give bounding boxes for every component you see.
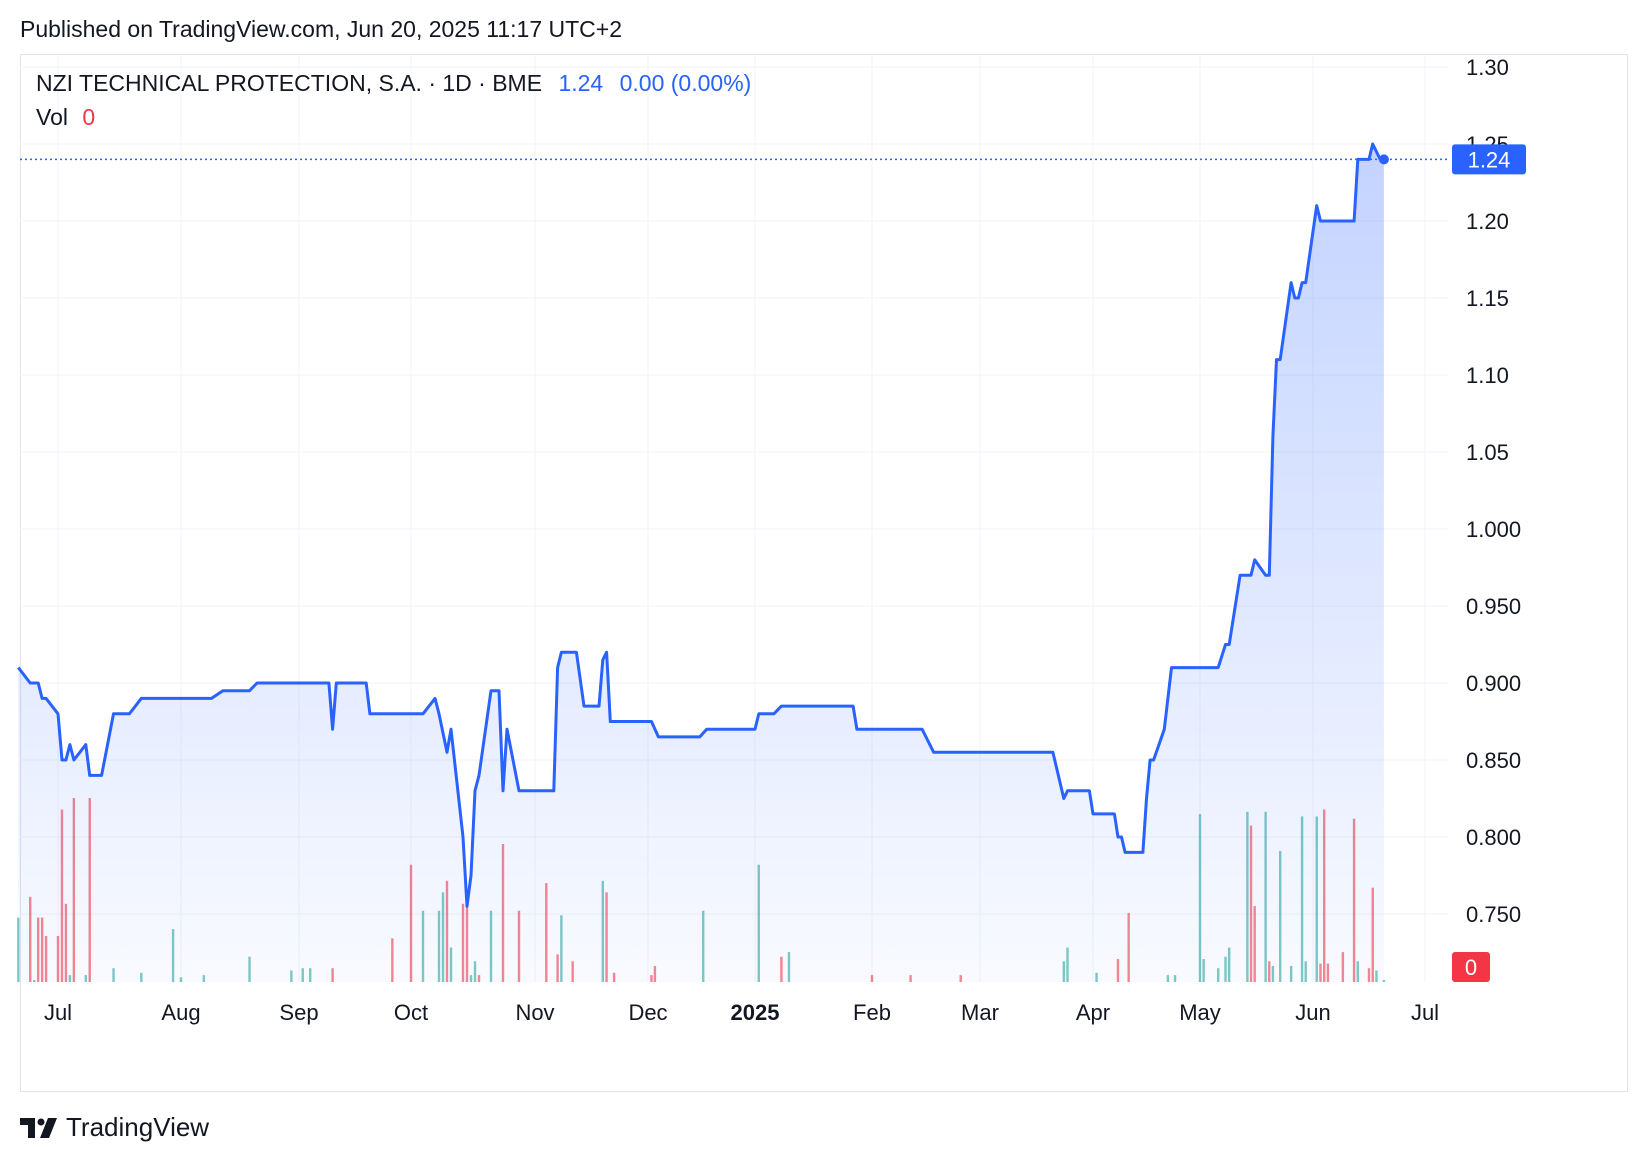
price-axis[interactable]: 1.301.251.201.151.101.051.0000.9500.9000… [1466, 55, 1521, 927]
price-area-fill [18, 144, 1384, 982]
y-tick-label: 1.15 [1466, 286, 1509, 311]
volume-label: Vol [36, 104, 68, 130]
last-volume-tag-label: 0 [1465, 955, 1477, 980]
y-tick-label: 0.900 [1466, 671, 1521, 696]
volume-value: 0 [82, 104, 96, 130]
y-tick-label: 0.750 [1466, 902, 1521, 927]
y-tick-label: 0.950 [1466, 594, 1521, 619]
x-tick-label: Aug [161, 1000, 200, 1025]
x-tick-label: Oct [394, 1000, 428, 1025]
last-price-tag-label: 1.24 [1468, 147, 1511, 172]
last-price-dot [1378, 154, 1389, 165]
tradingview-brand[interactable]: TradingView [20, 1112, 209, 1143]
x-tick-label: Dec [628, 1000, 667, 1025]
x-tick-label: Feb [853, 1000, 891, 1025]
y-tick-label: 1.20 [1466, 209, 1509, 234]
chart-frame [20, 54, 1628, 1092]
volume-bar [1382, 980, 1386, 982]
brand-name: TradingView [66, 1112, 210, 1142]
x-tick-label: 2025 [731, 1000, 780, 1025]
last-price: 1.24 [558, 70, 604, 96]
y-tick-label: 0.800 [1466, 825, 1521, 850]
published-caption: Published on TradingView.com, Jun 20, 20… [20, 16, 623, 42]
x-tick-label: Apr [1076, 1000, 1110, 1025]
price-line [17, 142, 1384, 908]
last-value-markers: 1.24 0 [20, 144, 1526, 982]
time-axis[interactable]: Jul Aug Sep Oct Nov Dec 2025 Feb Mar Apr May Jun Jul [44, 1000, 1439, 1025]
last-price-tag [1452, 144, 1526, 175]
symbol-legend: NZI TECHNICAL PROTECTION, S.A. · 1D · BM… [36, 70, 751, 97]
x-tick-label: May [1179, 1000, 1221, 1025]
price-change: 0.00 (0.00%) [619, 70, 752, 96]
price-area [18, 144, 1384, 982]
last-volume-tag [1452, 952, 1490, 982]
y-tick-label: 1.10 [1466, 363, 1509, 388]
tradingview-logo-icon [20, 1117, 57, 1138]
x-tick-label: Jul [44, 1000, 72, 1025]
y-tick-label: 1.05 [1466, 440, 1509, 465]
y-tick-label: 1.000 [1466, 517, 1521, 542]
volume-legend: Vol 0 [36, 104, 95, 131]
x-tick-label: Mar [961, 1000, 999, 1025]
y-tick-label: 0.850 [1466, 748, 1521, 773]
x-tick-label: Jul [1411, 1000, 1439, 1025]
x-tick-label: Nov [515, 1000, 554, 1025]
x-tick-label: Jun [1295, 1000, 1330, 1025]
x-tick-label: Sep [279, 1000, 318, 1025]
price-series-line [17, 142, 1384, 908]
y-tick-label: 1.30 [1466, 55, 1509, 80]
symbol-title: NZI TECHNICAL PROTECTION, S.A. · 1D · BM… [36, 70, 543, 96]
